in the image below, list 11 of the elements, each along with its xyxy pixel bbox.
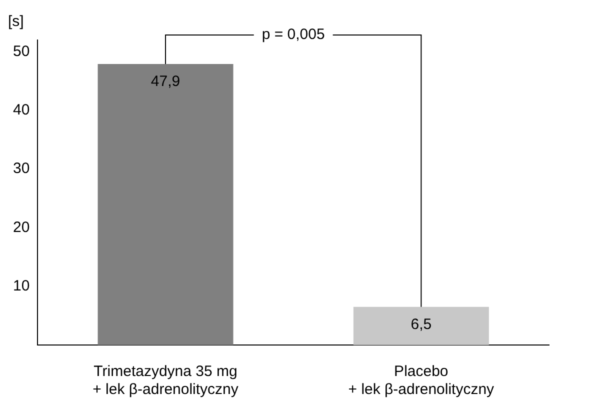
y-tick-label: 50	[12, 42, 30, 60]
y-tick-label: 10	[12, 277, 30, 294]
y-axis-title: [s]	[8, 13, 24, 30]
data-label: 6,5	[410, 316, 432, 334]
y-tick-label: 20	[12, 218, 30, 236]
y-tick-label: 40	[12, 102, 30, 119]
data-label: 47,9	[150, 73, 180, 90]
x-tick-label: Placebo + lek β-adrenolityczny	[348, 363, 495, 398]
x-tick-label: Trimetazydyna 35 mg + lek β-adrenolityczny	[92, 363, 239, 398]
y-tick-label: 30	[12, 160, 30, 178]
annotation: p = 0,005	[262, 26, 325, 44]
